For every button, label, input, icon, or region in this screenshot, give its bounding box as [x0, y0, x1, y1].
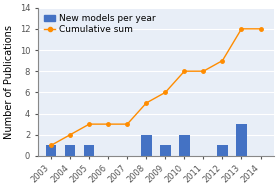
Bar: [84, 145, 95, 156]
Legend: New models per year, Cumulative sum: New models per year, Cumulative sum: [42, 12, 157, 36]
Bar: [65, 145, 75, 156]
Bar: [46, 145, 56, 156]
Bar: [141, 135, 152, 156]
Bar: [179, 135, 190, 156]
Bar: [236, 124, 247, 156]
Y-axis label: Number of Publications: Number of Publications: [4, 25, 14, 139]
Bar: [160, 145, 171, 156]
Bar: [217, 145, 228, 156]
